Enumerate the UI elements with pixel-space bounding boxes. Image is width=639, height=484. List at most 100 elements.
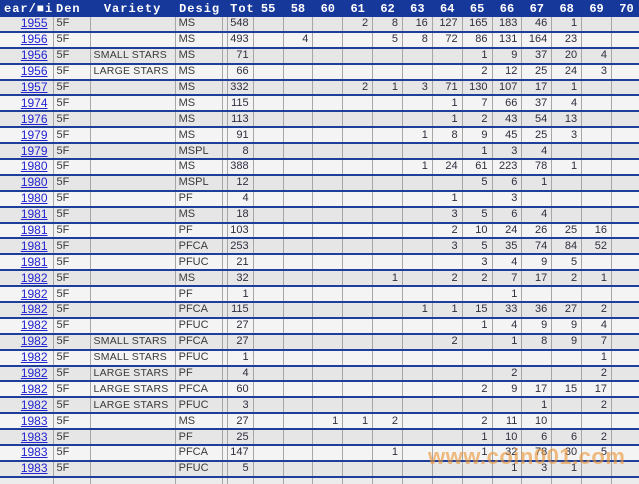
desig-cell: PFUC [175, 317, 223, 334]
grade-cell [312, 460, 344, 477]
grade-cell [611, 127, 639, 144]
grade-cell [611, 238, 639, 255]
grade-cell [342, 190, 374, 207]
desig-cell: MS [175, 17, 223, 32]
partial-row-cell [492, 476, 523, 484]
table-row: 1982 5F PFCA 115 1 1 15 33 36 27 2 [0, 302, 639, 318]
den-cell: 5F [53, 206, 91, 223]
year-link[interactable]: 1983 [0, 445, 54, 461]
grade-cell [372, 381, 403, 398]
grade-cell [253, 63, 284, 80]
grade-cell [372, 111, 403, 128]
year-link[interactable]: 1982 [0, 333, 54, 350]
year-link[interactable]: 1955 [0, 17, 54, 32]
desig-cell: PF [175, 190, 223, 207]
year-link[interactable]: 1981 [0, 222, 54, 239]
grade-cell [253, 190, 284, 207]
year-link[interactable]: 1956 [0, 47, 54, 64]
variety-cell [90, 31, 176, 48]
grade-cell [342, 31, 374, 48]
desig-cell: MS [175, 111, 223, 128]
year-link[interactable]: 1982 [0, 349, 54, 366]
total-cell: 21 [227, 254, 254, 271]
grade-cell: 2 [462, 63, 493, 80]
table-row: 1979 5F MS 91 1 8 9 45 25 3 [0, 127, 639, 144]
den-cell: 5F [53, 143, 91, 160]
year-link[interactable]: 1956 [0, 63, 54, 80]
column-divider [222, 111, 228, 128]
grade-cell [611, 381, 639, 398]
column-divider [222, 381, 228, 398]
grade-cell: 37 [521, 95, 553, 112]
year-link[interactable]: 1974 [0, 95, 54, 112]
total-cell: 8 [227, 143, 254, 160]
grade-cell: 2 [492, 365, 523, 382]
grade-cell [283, 460, 314, 477]
grade-cell [312, 317, 344, 334]
den-cell: 5F [53, 190, 91, 207]
table-row: 1983 5F PFCA 147 1 1 32 78 30 5 [0, 445, 639, 461]
year-link[interactable]: 1979 [0, 127, 54, 144]
grade-cell [581, 95, 612, 112]
grade-cell [611, 286, 639, 303]
grade-cell [283, 47, 314, 64]
year-link[interactable]: 1980 [0, 174, 54, 191]
grade-cell [581, 413, 612, 430]
grade-cell [581, 206, 612, 223]
grade-cell: 74 [521, 238, 553, 255]
grade-cell [432, 397, 463, 414]
year-link[interactable]: 1982 [0, 302, 54, 318]
year-link[interactable]: 1979 [0, 143, 54, 160]
year-link[interactable]: 1983 [0, 413, 54, 430]
year-link[interactable]: 1956 [0, 31, 54, 48]
total-cell: 5 [227, 460, 254, 477]
grade-cell: 12 [492, 63, 523, 80]
variety-cell: SMALL STARS [90, 47, 176, 64]
year-link[interactable]: 1982 [0, 286, 54, 303]
year-link[interactable]: 1982 [0, 270, 54, 287]
grade-cell [581, 190, 612, 207]
grade-cell [312, 302, 344, 318]
grade-cell [312, 429, 344, 446]
year-link[interactable]: 1982 [0, 365, 54, 382]
grade-cell [611, 190, 639, 207]
grade-cell [342, 95, 374, 112]
grade-cell [253, 302, 284, 318]
column-divider [222, 460, 228, 477]
grade-cell [581, 111, 612, 128]
year-link[interactable]: 1983 [0, 460, 54, 477]
grade-cell [551, 206, 583, 223]
variety-cell [90, 127, 176, 144]
den-cell: 5F [53, 429, 91, 446]
grade-cell [312, 365, 344, 382]
year-link[interactable]: 1981 [0, 206, 54, 223]
year-link[interactable]: 1981 [0, 238, 54, 255]
grade-column-header: 63 [402, 0, 433, 17]
den-column-header: Den [53, 0, 91, 17]
year-link[interactable]: 1982 [0, 397, 54, 414]
grade-cell [521, 349, 553, 366]
den-cell: 5F [53, 286, 91, 303]
grade-cell [283, 286, 314, 303]
den-cell: 5F [53, 333, 91, 350]
grade-cell [253, 111, 284, 128]
grade-cell [521, 286, 553, 303]
grade-cell: 3 [492, 190, 523, 207]
year-link[interactable]: 1957 [0, 79, 54, 96]
year-link[interactable]: 1981 [0, 254, 54, 271]
column-divider [222, 429, 228, 446]
year-link[interactable]: 1980 [0, 159, 54, 175]
grade-cell [253, 127, 284, 144]
year-link[interactable]: 1976 [0, 111, 54, 128]
grade-cell: 2 [432, 222, 463, 239]
grade-cell [372, 254, 403, 271]
grade-cell [402, 429, 433, 446]
table-row: 1979 5F MSPL 8 1 3 4 [0, 143, 639, 160]
year-link[interactable]: 1982 [0, 317, 54, 334]
grade-cell [581, 159, 612, 175]
year-link[interactable]: 1980 [0, 190, 54, 207]
year-link[interactable]: 1982 [0, 381, 54, 398]
den-cell: 5F [53, 159, 91, 175]
year-link[interactable]: 1983 [0, 429, 54, 446]
